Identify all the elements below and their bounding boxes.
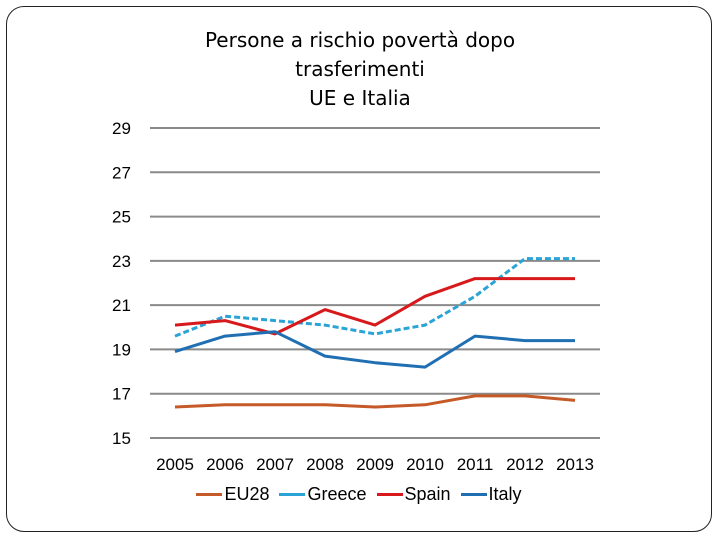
legend-item-greece: Greece	[279, 484, 367, 505]
data-point-greece-2006	[224, 315, 227, 318]
chart-title: Persone a rischio povertà dopo trasferim…	[0, 26, 720, 113]
legend-swatch	[196, 493, 223, 496]
data-point-italy-2010	[424, 366, 427, 369]
data-point-eu28-2008	[324, 403, 327, 406]
data-point-spain-2013	[574, 277, 577, 280]
data-point-greece-2010	[424, 324, 427, 327]
data-point-eu28-2011	[474, 394, 477, 397]
series-line-italy	[174, 330, 575, 369]
data-point-spain-2005	[174, 324, 177, 327]
data-point-greece-2008	[324, 324, 327, 327]
data-point-greece-2005	[174, 335, 177, 338]
y-tick-label: 15	[112, 429, 131, 448]
data-point-italy-2013	[574, 339, 577, 342]
slide-frame	[6, 6, 712, 532]
y-tick-label: 17	[112, 385, 131, 404]
chart-title-line-3: UE e Italia	[309, 86, 411, 110]
y-tick-label: 25	[112, 208, 131, 227]
series-line-spain	[174, 277, 575, 336]
data-point-eu28-2009	[374, 406, 377, 409]
data-point-eu28-2007	[274, 403, 277, 406]
series-line-eu28	[174, 394, 576, 409]
data-point-eu28-2006	[224, 403, 227, 406]
data-point-eu28-2013	[574, 399, 577, 402]
legend-item-spain: Spain	[376, 484, 451, 505]
legend-label: Spain	[404, 484, 451, 504]
x-tick-label: 2005	[156, 455, 194, 474]
chart-legend: EU28 Greece Spain Italy	[0, 484, 720, 505]
chart-title-line-2: trasferimenti	[295, 57, 425, 81]
data-point-italy-2005	[174, 350, 177, 353]
data-point-spain-2008	[324, 308, 327, 311]
data-point-italy-2006	[224, 335, 227, 338]
y-tick-label: 19	[112, 340, 131, 359]
x-tick-label: 2011	[457, 455, 494, 474]
data-point-spain-2010	[424, 295, 427, 298]
data-point-eu28-2005	[174, 406, 177, 409]
data-point-spain-2006	[224, 319, 227, 322]
y-tick-label: 29	[112, 119, 131, 138]
data-point-greece-2013	[574, 257, 577, 260]
data-point-greece-2012	[524, 257, 527, 260]
data-point-spain-2012	[524, 277, 527, 280]
data-point-spain-2011	[474, 277, 477, 280]
legend-swatch	[376, 493, 403, 496]
data-point-italy-2008	[324, 355, 327, 358]
chart-title-line-1: Persone a rischio povertà dopo	[204, 28, 516, 52]
x-tick-label: 2007	[256, 455, 294, 474]
y-tick-label: 23	[112, 252, 131, 271]
x-tick-label: 2009	[356, 455, 394, 474]
data-point-eu28-2010	[424, 403, 427, 406]
data-point-italy-2012	[524, 339, 527, 342]
x-tick-label: 2006	[206, 455, 244, 474]
data-point-italy-2009	[374, 361, 377, 364]
legend-item-italy: Italy	[460, 484, 522, 505]
x-tick-label: 2010	[406, 455, 444, 474]
legend-item-eu28: EU28	[196, 484, 269, 505]
legend-label: Italy	[488, 484, 522, 504]
y-tick-label: 27	[112, 163, 131, 182]
legend-swatch	[460, 493, 487, 496]
data-point-greece-2007	[274, 319, 277, 322]
x-tick-label: 2012	[506, 455, 544, 474]
data-point-italy-2011	[474, 335, 477, 338]
legend-label: EU28	[224, 484, 270, 504]
data-point-spain-2009	[374, 324, 377, 327]
x-tick-label: 2013	[556, 455, 594, 474]
x-tick-label: 2008	[306, 455, 344, 474]
legend-label: Greece	[307, 484, 367, 504]
data-point-greece-2011	[474, 295, 477, 298]
data-point-greece-2009	[374, 332, 377, 335]
legend-swatch	[279, 493, 306, 496]
y-tick-label: 21	[112, 296, 131, 315]
series-line-greece	[174, 257, 575, 338]
data-point-eu28-2012	[524, 394, 527, 397]
data-point-italy-2007	[274, 330, 277, 333]
